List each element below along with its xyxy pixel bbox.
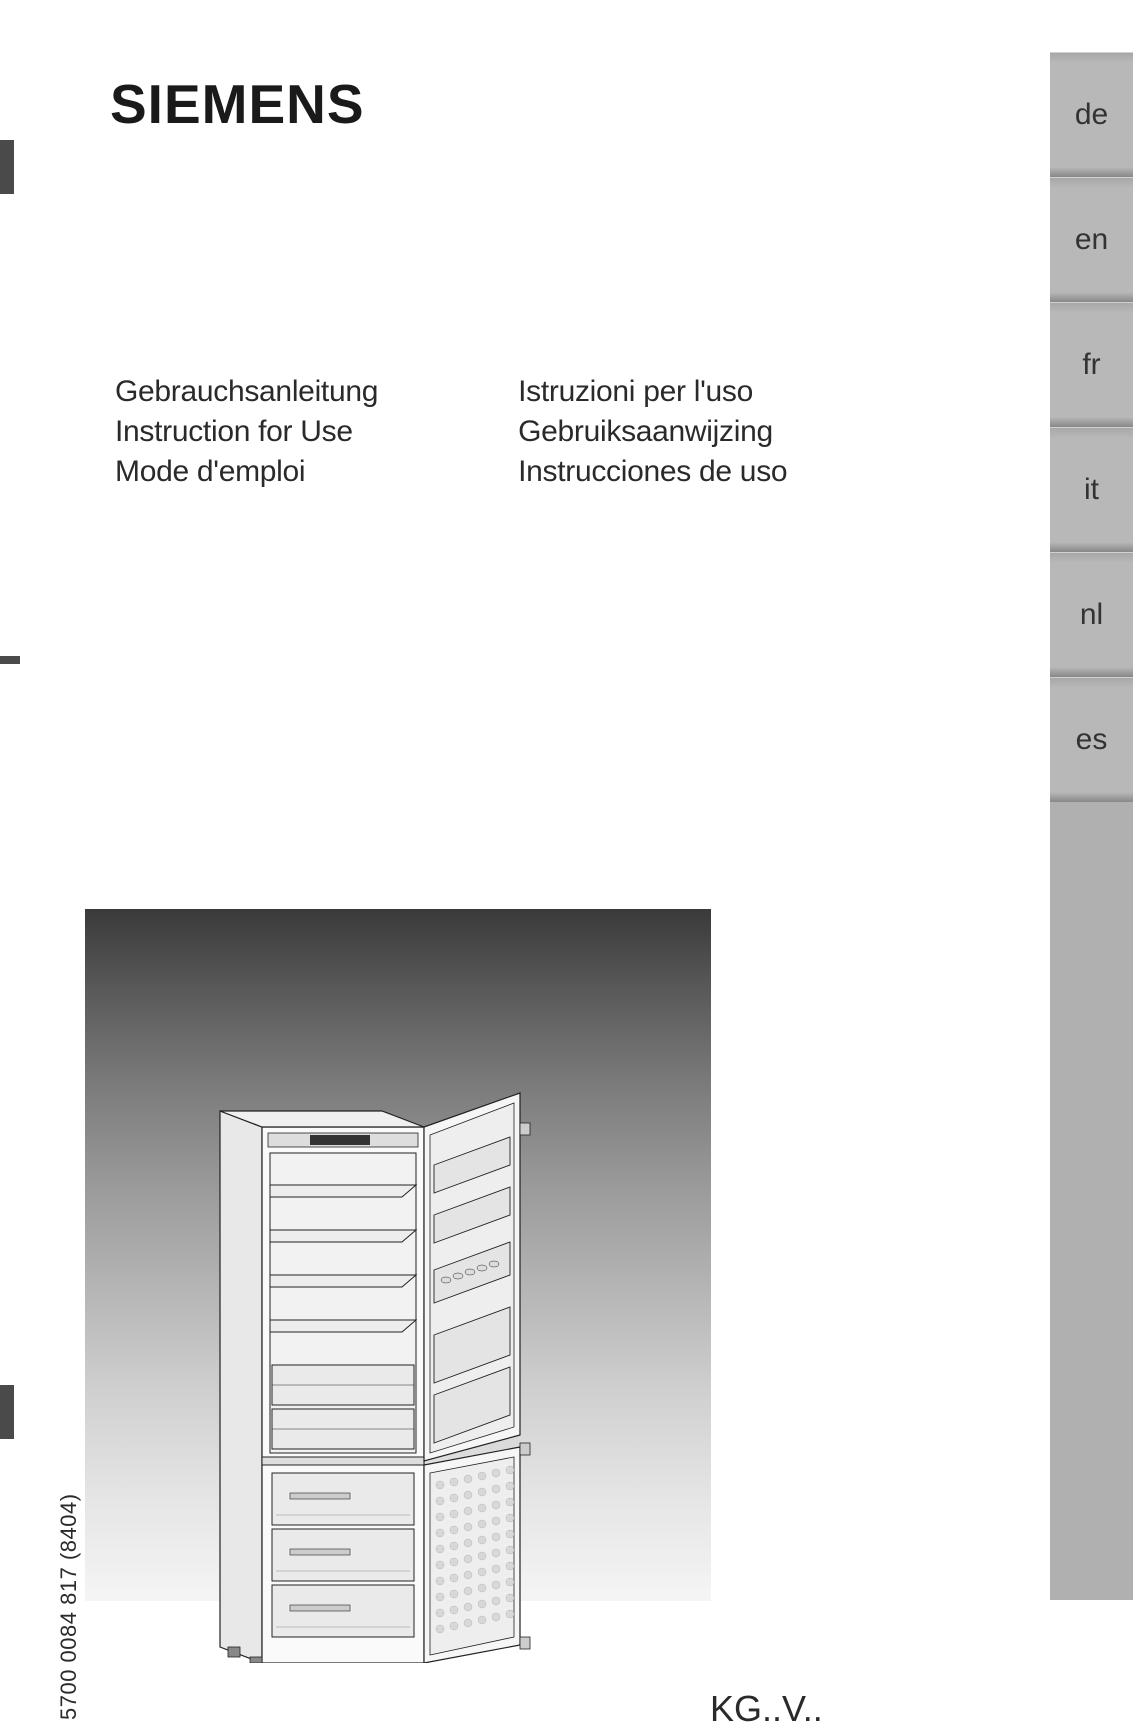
margin-mark-bottom bbox=[0, 1385, 14, 1439]
document-titles: Gebrauchsanleitung Instruction for Use M… bbox=[115, 375, 787, 489]
brand-logo: SIEMENS bbox=[110, 72, 365, 136]
title-column-right: Istruzioni per l'uso Gebruiksaanwijzing … bbox=[518, 375, 787, 489]
lang-tab-fr[interactable]: fr bbox=[1050, 302, 1133, 427]
title-column-left: Gebrauchsanleitung Instruction for Use M… bbox=[115, 375, 378, 489]
margin-mark-top bbox=[0, 140, 14, 194]
language-tabs-filler bbox=[1050, 802, 1133, 1600]
lang-tab-en[interactable]: en bbox=[1050, 177, 1133, 302]
title-nl: Gebruiksaanwijzing bbox=[518, 415, 787, 449]
title-de: Gebrauchsanleitung bbox=[115, 375, 378, 409]
lang-tab-nl[interactable]: nl bbox=[1050, 552, 1133, 677]
title-fr: Mode d'emploi bbox=[115, 455, 378, 489]
margin-mark-mid bbox=[0, 656, 20, 664]
lang-tab-it[interactable]: it bbox=[1050, 427, 1133, 552]
lang-tab-es[interactable]: es bbox=[1050, 677, 1133, 802]
title-en: Instruction for Use bbox=[115, 415, 378, 449]
language-tabs: de en fr it nl es bbox=[1050, 52, 1133, 802]
title-it: Istruzioni per l'uso bbox=[518, 375, 787, 409]
lang-tab-de[interactable]: de bbox=[1050, 52, 1133, 177]
document-number: 5700 0084 817 (8404) bbox=[56, 1493, 82, 1720]
title-es: Instrucciones de uso bbox=[518, 455, 787, 489]
refrigerator-illustration bbox=[190, 1065, 610, 1663]
model-number: KG..V.. bbox=[710, 1688, 823, 1730]
